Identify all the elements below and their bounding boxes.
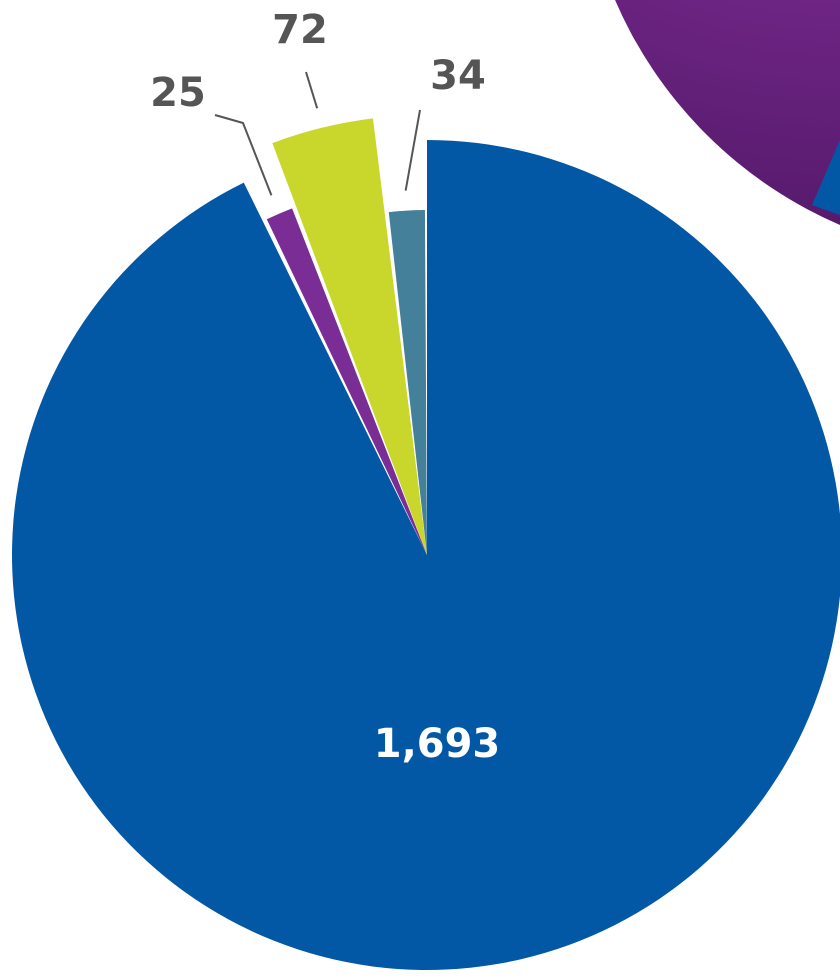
pie-slice: [266, 208, 427, 555]
leader-line: [214, 114, 273, 196]
leader-line: [404, 109, 421, 191]
decorative-slice: [615, 0, 840, 225]
decorative-pie: [615, 0, 840, 225]
data-label: 25: [150, 70, 206, 116]
pie-slice: [272, 118, 427, 555]
pie: 1,693 25 72 34: [12, 7, 840, 970]
leader-line: [305, 71, 319, 109]
data-label: 72: [272, 7, 328, 53]
data-label: 34: [430, 53, 486, 99]
decorative-slice: [812, 140, 840, 215]
pie-slice: [12, 140, 840, 970]
pie-slice: [388, 210, 427, 555]
data-label: 1,693: [374, 721, 501, 767]
